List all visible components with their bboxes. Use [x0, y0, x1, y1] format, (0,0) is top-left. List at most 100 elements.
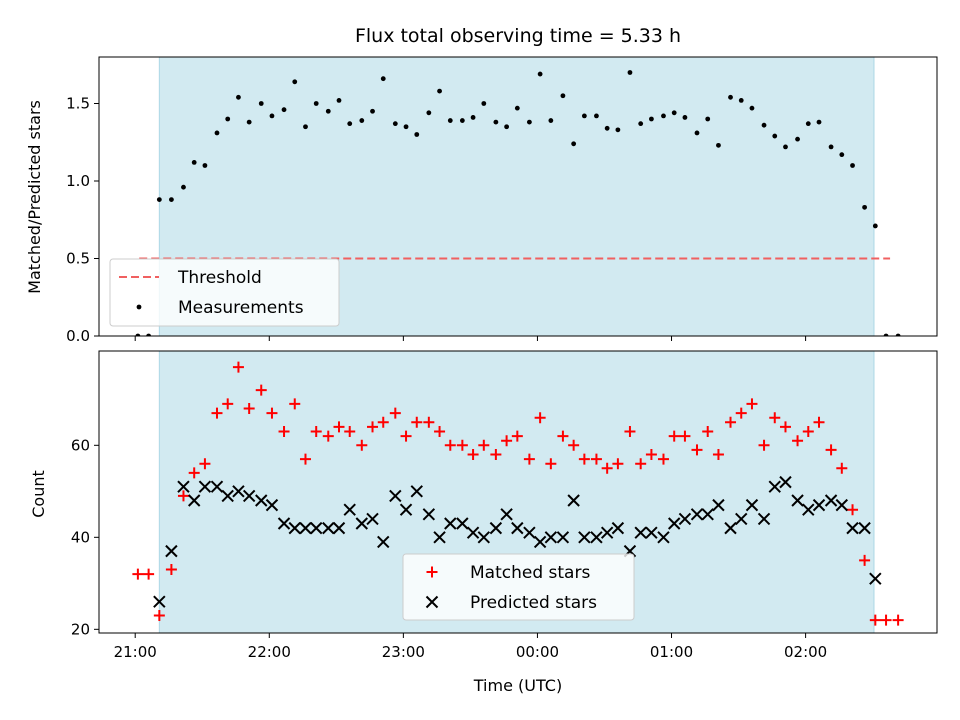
matched-star-point — [691, 444, 703, 456]
bottom-panel: 20 40 60 21:00 22:00 23:00 00:00 01:00 02:00 Matc… — [71, 350, 938, 661]
matched-star-point — [153, 610, 165, 622]
matched-star-point — [836, 462, 848, 474]
y-tick-label: 20 — [71, 620, 90, 638]
matched-star-point — [511, 430, 523, 442]
x-axis-label: Time (UTC) — [473, 676, 562, 695]
predicted-star-point — [578, 531, 591, 544]
measurement-point — [649, 116, 654, 122]
predicted-star-point — [701, 508, 714, 521]
matched-star-point — [802, 426, 814, 438]
predicted-star-point — [611, 521, 625, 535]
matched-star-point — [232, 361, 244, 373]
matched-star-point — [411, 416, 423, 428]
predicted-star-point — [221, 489, 234, 503]
matched-star-point — [869, 614, 881, 626]
measurement-point — [225, 116, 231, 122]
matched-star-point — [523, 453, 535, 465]
matched-star-point — [211, 407, 223, 419]
measurement-point — [380, 76, 386, 82]
measurement-point — [850, 163, 855, 168]
matched-star-point — [590, 453, 602, 465]
matched-star-point — [859, 554, 871, 566]
top-panel: 0.0 0.5 1.0 1.5 Threshold Measurements — [66, 56, 938, 345]
matched-star-point — [545, 458, 557, 470]
x-tick-label: 01:00 — [650, 643, 693, 661]
measurement-point — [883, 333, 889, 336]
predicted-star-point — [791, 494, 804, 507]
matched-star-point — [177, 490, 189, 502]
matched-star-point — [534, 412, 546, 424]
predicted-star-point — [500, 508, 513, 521]
measurement-point — [694, 130, 700, 136]
measurement-point — [156, 197, 162, 203]
matched-star-point — [165, 564, 177, 576]
measurement-point — [181, 184, 186, 190]
measurement-point — [594, 113, 599, 119]
predicted-star-point — [667, 517, 681, 530]
matched-star-point — [746, 398, 758, 410]
predicted-star-point — [824, 494, 838, 507]
matched-star-point — [266, 407, 278, 419]
y-tick-label: 1.5 — [66, 95, 90, 113]
predicted-star-point — [511, 521, 524, 535]
legend-measurement-swatch — [136, 304, 142, 310]
predicted-star-point — [802, 503, 815, 516]
measurement-point — [862, 204, 867, 210]
measurement-point — [872, 223, 878, 229]
matched-star-point — [557, 430, 569, 442]
predicted-star-point — [523, 526, 536, 539]
predicted-star-point — [477, 531, 491, 544]
matched-star-point — [825, 444, 837, 456]
matched-star-point — [668, 430, 680, 442]
predicted-star-point — [232, 485, 245, 498]
x-tick-label: 02:00 — [784, 643, 827, 661]
matched-star-point — [434, 426, 446, 438]
axes-frame — [98, 56, 938, 337]
predicted-star-point — [812, 498, 826, 512]
matched-star-point — [389, 407, 401, 419]
measurement-point — [682, 115, 688, 120]
measurement-point — [504, 124, 510, 130]
measurement-point — [325, 108, 331, 114]
measurement-point — [426, 110, 432, 116]
measurement-point — [839, 152, 845, 158]
matched-star-point — [310, 426, 322, 438]
y-tick-label: 60 — [71, 436, 90, 454]
matched-star-point — [356, 439, 368, 451]
measurement-point — [370, 108, 375, 114]
predicted-star-point — [165, 544, 178, 558]
predicted-star-point — [712, 498, 725, 512]
data-marks — [132, 361, 904, 626]
matched-star-point — [712, 449, 724, 461]
y-tick-label: 0.5 — [66, 250, 90, 268]
measurement-point — [303, 124, 308, 130]
predicted-star-point — [745, 498, 759, 512]
predicted-star-point — [533, 535, 547, 549]
predicted-star-point — [768, 480, 781, 493]
predicted-star-point — [389, 489, 402, 503]
predicted-star-point — [410, 485, 423, 498]
predicted-star-point — [198, 480, 212, 493]
matched-star-point — [490, 449, 502, 461]
measurement-point — [470, 115, 476, 120]
matched-star-point — [702, 426, 714, 438]
measurement-point — [537, 71, 543, 77]
measurement-point — [738, 98, 744, 103]
matched-star-point — [400, 430, 412, 442]
matched-star-point — [333, 421, 345, 433]
measurement-point — [459, 118, 465, 123]
predicted-star-point — [444, 517, 457, 530]
matched-star-point — [578, 453, 590, 465]
predicted-star-point — [299, 521, 312, 535]
matched-star-point — [456, 439, 468, 451]
measurement-point — [705, 116, 711, 122]
legend: Threshold Measurements — [109, 258, 340, 327]
predicted-star-point — [858, 521, 871, 535]
measurement-point — [749, 105, 755, 111]
matched-star-point — [423, 416, 435, 428]
measurement-point — [761, 122, 767, 128]
x-tick-label: 21:00 — [114, 643, 157, 661]
predicted-star-point — [399, 503, 413, 516]
measurement-point — [169, 197, 174, 203]
